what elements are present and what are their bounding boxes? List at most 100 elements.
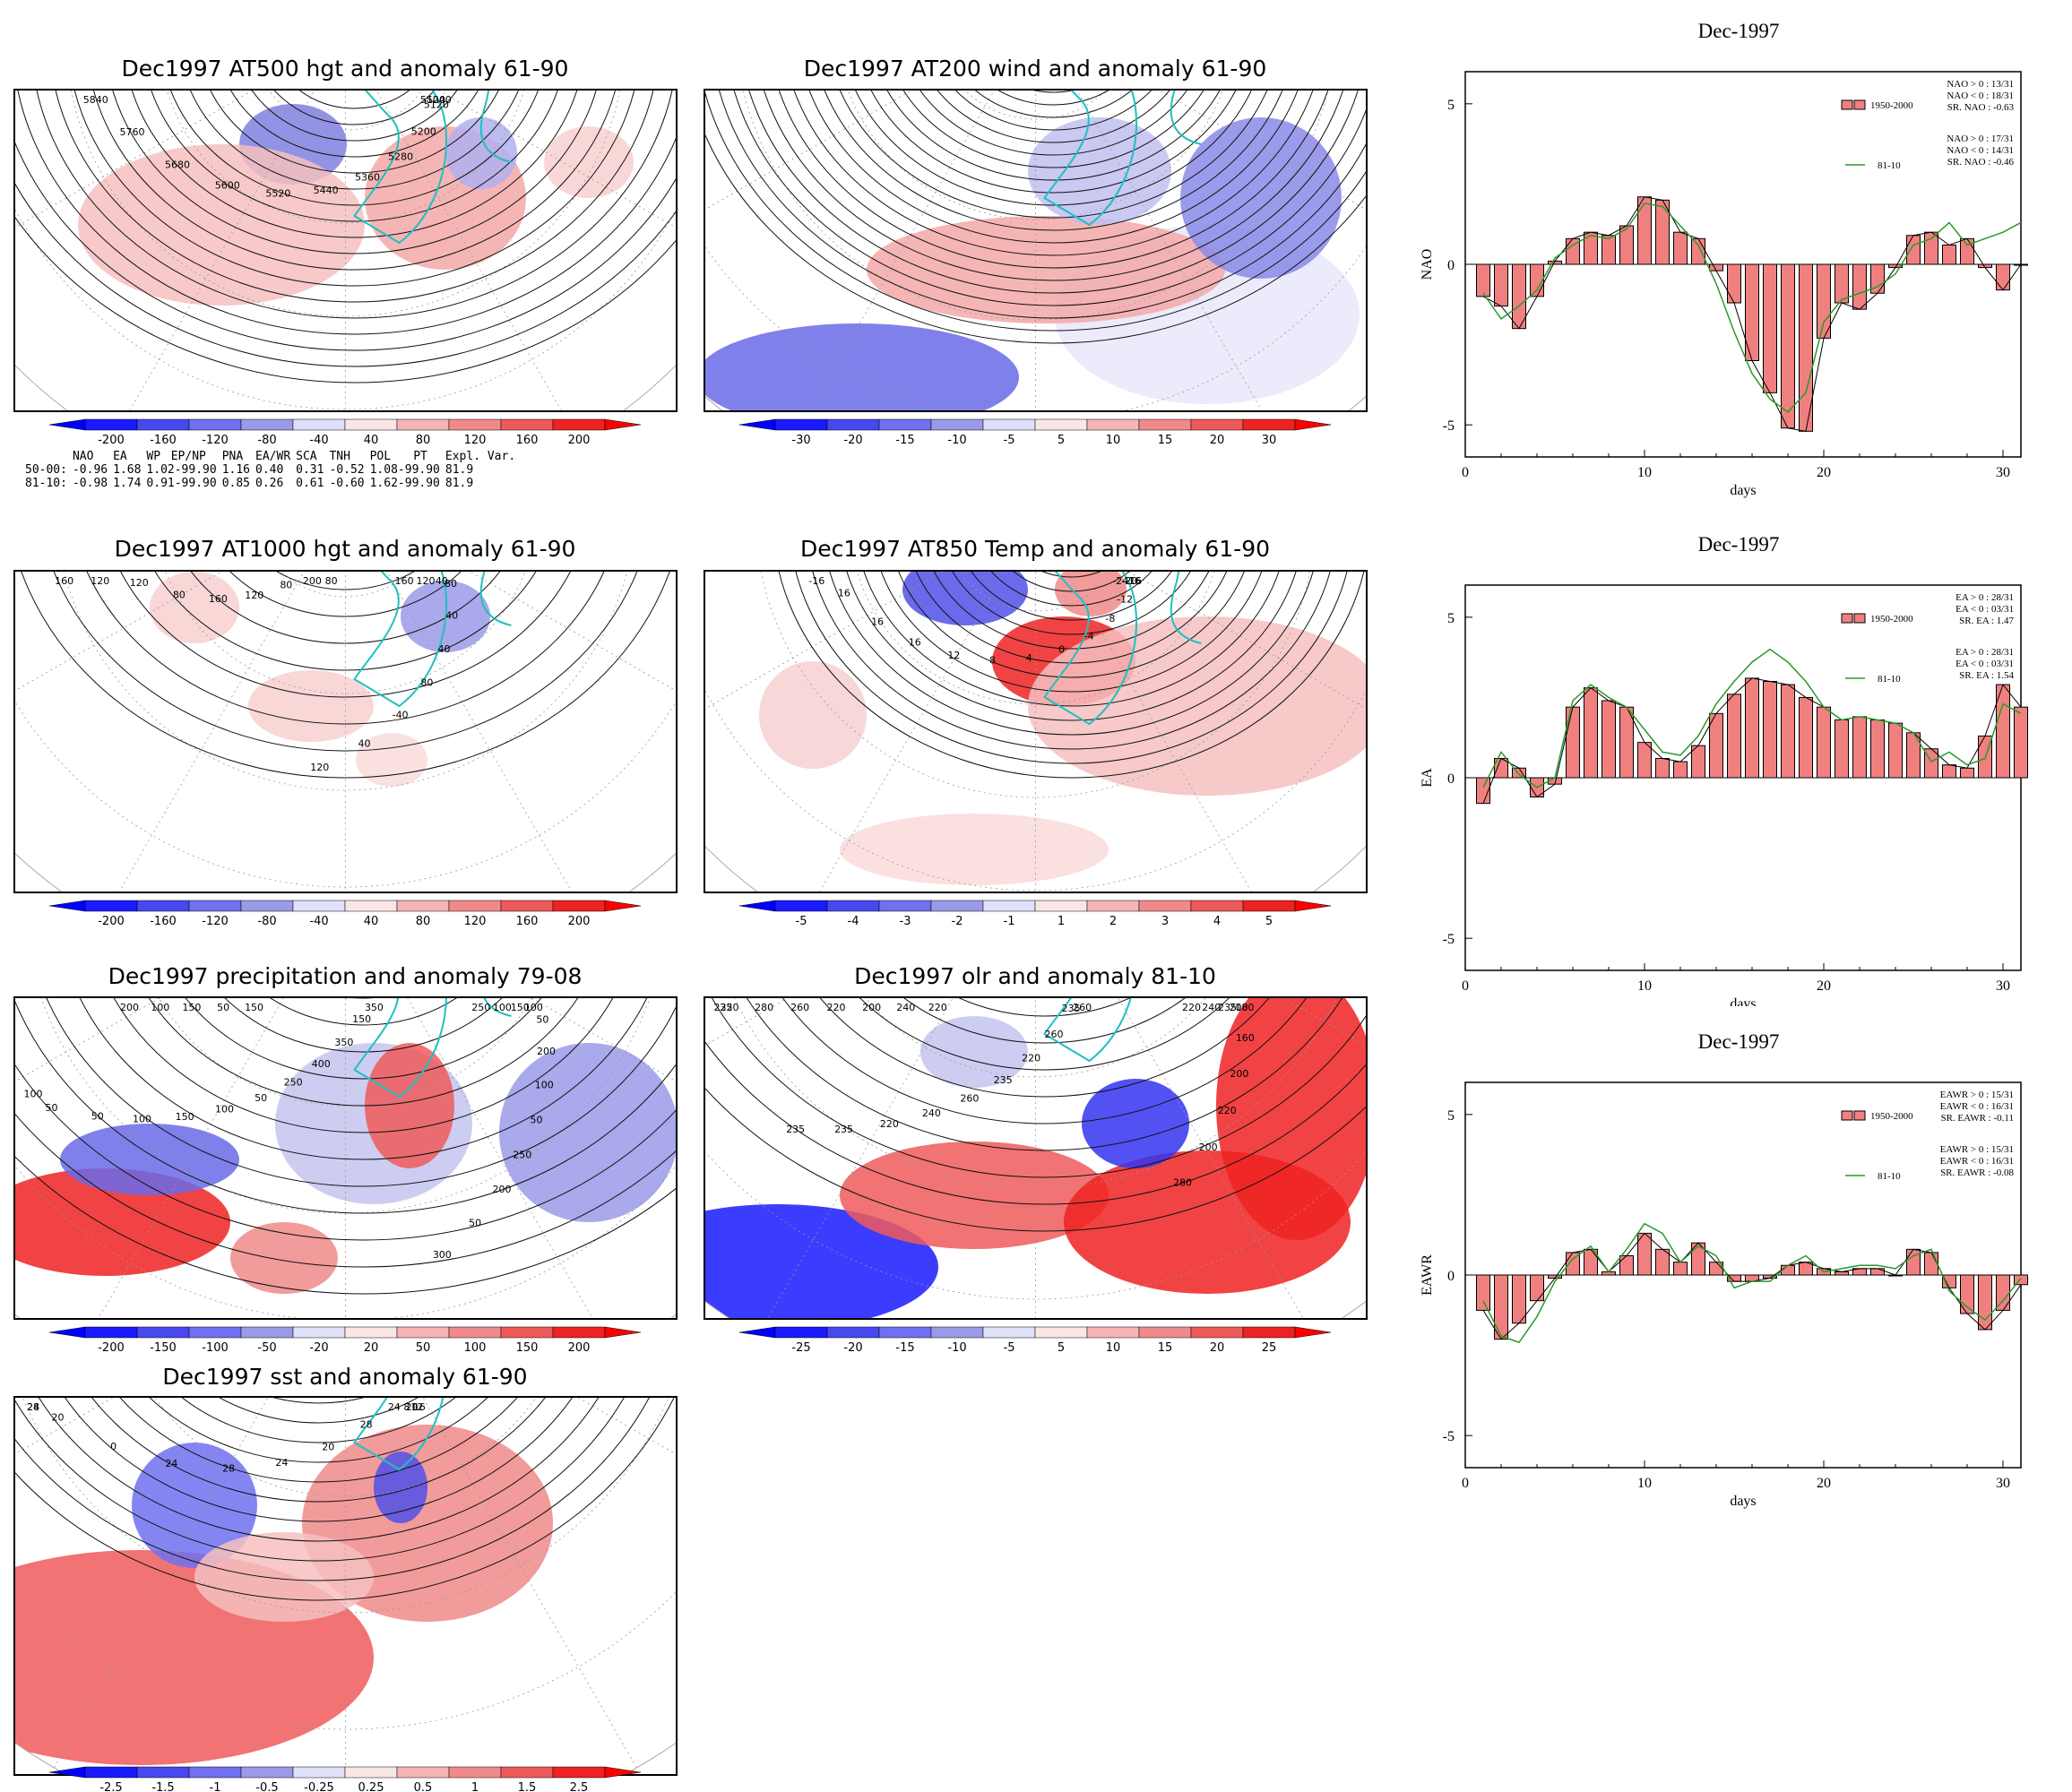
anomaly-shading: [194, 1532, 374, 1622]
contour-label: 5120: [424, 99, 449, 110]
contour-label: 16: [413, 1401, 426, 1413]
anomaly-shading: [1028, 616, 1366, 796]
contour-label: 50: [469, 1218, 481, 1229]
contour-label: 24: [165, 1458, 177, 1469]
colorbar-segment: [1034, 1326, 1088, 1339]
contour-line: [870, 572, 1273, 693]
colorbar-tick-label: -15: [895, 1341, 914, 1355]
contour-label: -16: [1125, 575, 1141, 587]
colorbar-tick-label: 80: [416, 915, 431, 928]
colorbar-tick-label: -1.5: [151, 1781, 174, 1792]
bar: [1476, 1274, 1490, 1311]
map-title-precip: Dec1997 precipitation and anomaly 79-08: [108, 963, 583, 989]
colorbar-tick-label: -20: [843, 434, 862, 447]
contour-line: [824, 90, 1283, 219]
cell: 1.08-99.90: [369, 463, 440, 477]
contour-label: 5200: [411, 126, 436, 138]
cell: 1.68: [113, 463, 142, 477]
bar: [1619, 1255, 1634, 1276]
anomaly-shading: [374, 1452, 427, 1523]
coastline: [308, 998, 448, 1098]
contour-line: [838, 572, 1305, 721]
contour-line: [116, 998, 611, 1107]
contour-line: [705, 90, 1366, 332]
bar: [1637, 742, 1652, 779]
legend-label-1950-2000: 1950-2000: [1870, 614, 1913, 625]
colorbar-segment: [930, 1326, 984, 1339]
colorbar-segment: [982, 1326, 1036, 1339]
colorbar-tick-label: -200: [98, 915, 125, 928]
meridian-line: [345, 1398, 637, 1769]
contour-label: 80: [325, 575, 338, 587]
bar: [1870, 719, 1885, 779]
contour-label: 120: [245, 590, 263, 601]
colorbar-tick-label: 15: [1158, 434, 1173, 447]
colorbar-segment: [1138, 1326, 1192, 1339]
legend-stat-text: NAO < 0 : 14/31: [1947, 145, 2014, 156]
bar: [1906, 1248, 1921, 1276]
contour-line: [854, 572, 1289, 707]
bar: [1852, 263, 1867, 310]
bar: [1691, 745, 1705, 779]
legend-stat-text: EAWR < 0 : 16/31: [1940, 1101, 2014, 1112]
contour-label: 235: [994, 1074, 1013, 1086]
colorbar-tick-label: -100: [202, 1341, 229, 1355]
contour-label: 8: [989, 655, 996, 667]
series-line-1950-2000: [1482, 677, 2022, 804]
bar: [1942, 245, 1956, 265]
colorbar-tick-label: -10: [947, 434, 966, 447]
map-at500: 5120 5040 5120 5200 5280 5360 5440 5520 5600 5680…: [13, 89, 678, 412]
cell: -0.98: [72, 477, 108, 490]
contour-line: [852, 90, 1255, 194]
colorbar-segment: [1242, 418, 1296, 431]
contour-label: 4: [1026, 652, 1032, 664]
header-eawr: EA/WR: [255, 450, 291, 463]
colorbar-segment: [188, 1766, 242, 1779]
bar: [1924, 231, 1938, 265]
contour-label: -20: [1121, 575, 1137, 587]
legend-stat-text: NAO > 0 : 17/31: [1947, 134, 2014, 144]
contour-label: 220: [928, 1002, 947, 1013]
colorbar-segment: [774, 418, 828, 431]
header-pol: POL: [369, 450, 392, 463]
contour-label: 5680: [165, 159, 190, 171]
bar: [1942, 764, 1956, 779]
coastline: [237, 572, 512, 626]
contour-label: 40: [437, 643, 450, 655]
meridian-line: [345, 572, 676, 743]
legend-stat-text: NAO > 0 : 13/31: [1947, 79, 2014, 90]
map-title-at200: Dec1997 AT200 wind and anomaly 61-90: [803, 56, 1267, 82]
colorbar-tick-label: -5: [796, 915, 807, 928]
colorbar-segment: [84, 1766, 138, 1779]
y-tick-label: 0: [1447, 258, 1455, 273]
bar: [1673, 231, 1688, 265]
contour-line: [123, 90, 586, 238]
map-sst: 8 12 16 20 24 28 20 24 28 24 0 20 24 28: [13, 1396, 678, 1776]
colorbar-segment: [344, 418, 398, 431]
cell: 0.31: [296, 463, 324, 477]
contour-label: 180: [1235, 1002, 1254, 1013]
anomaly-shading: [150, 572, 239, 643]
contour-label: 260: [790, 1002, 809, 1013]
cell: -0.60: [329, 477, 365, 490]
index-header-row: NAO EA WP EP/NP PNA EA/WR SCA TNH POL PT…: [25, 450, 521, 463]
colorbar-arrow-high: [604, 418, 641, 431]
colorbar-at200: -30 -20 -15 -10 -5 5 10 15 20 30: [739, 418, 1331, 447]
contour-label: 5840: [83, 94, 108, 106]
contour-label: 120: [417, 575, 436, 587]
contour-label: 100: [24, 1088, 43, 1099]
contour-line: [903, 572, 1239, 664]
bar: [1601, 235, 1616, 265]
y-axis-label: EA: [1420, 768, 1435, 788]
colorbar-tick-label: -40: [309, 434, 328, 447]
colorbar-tick-label: -5: [1004, 434, 1015, 447]
bar: [1996, 263, 2010, 291]
cell: 0.26: [255, 477, 284, 490]
legend-label-1950-2000: 1950-2000: [1870, 100, 1913, 111]
contour-label: 5280: [388, 151, 413, 163]
contour-line: [134, 1398, 503, 1424]
bar: [1781, 684, 1795, 779]
coastline: [927, 572, 1202, 644]
legend-stat-text: EA > 0 : 28/31: [1955, 647, 2014, 658]
contour-line: [30, 90, 676, 319]
